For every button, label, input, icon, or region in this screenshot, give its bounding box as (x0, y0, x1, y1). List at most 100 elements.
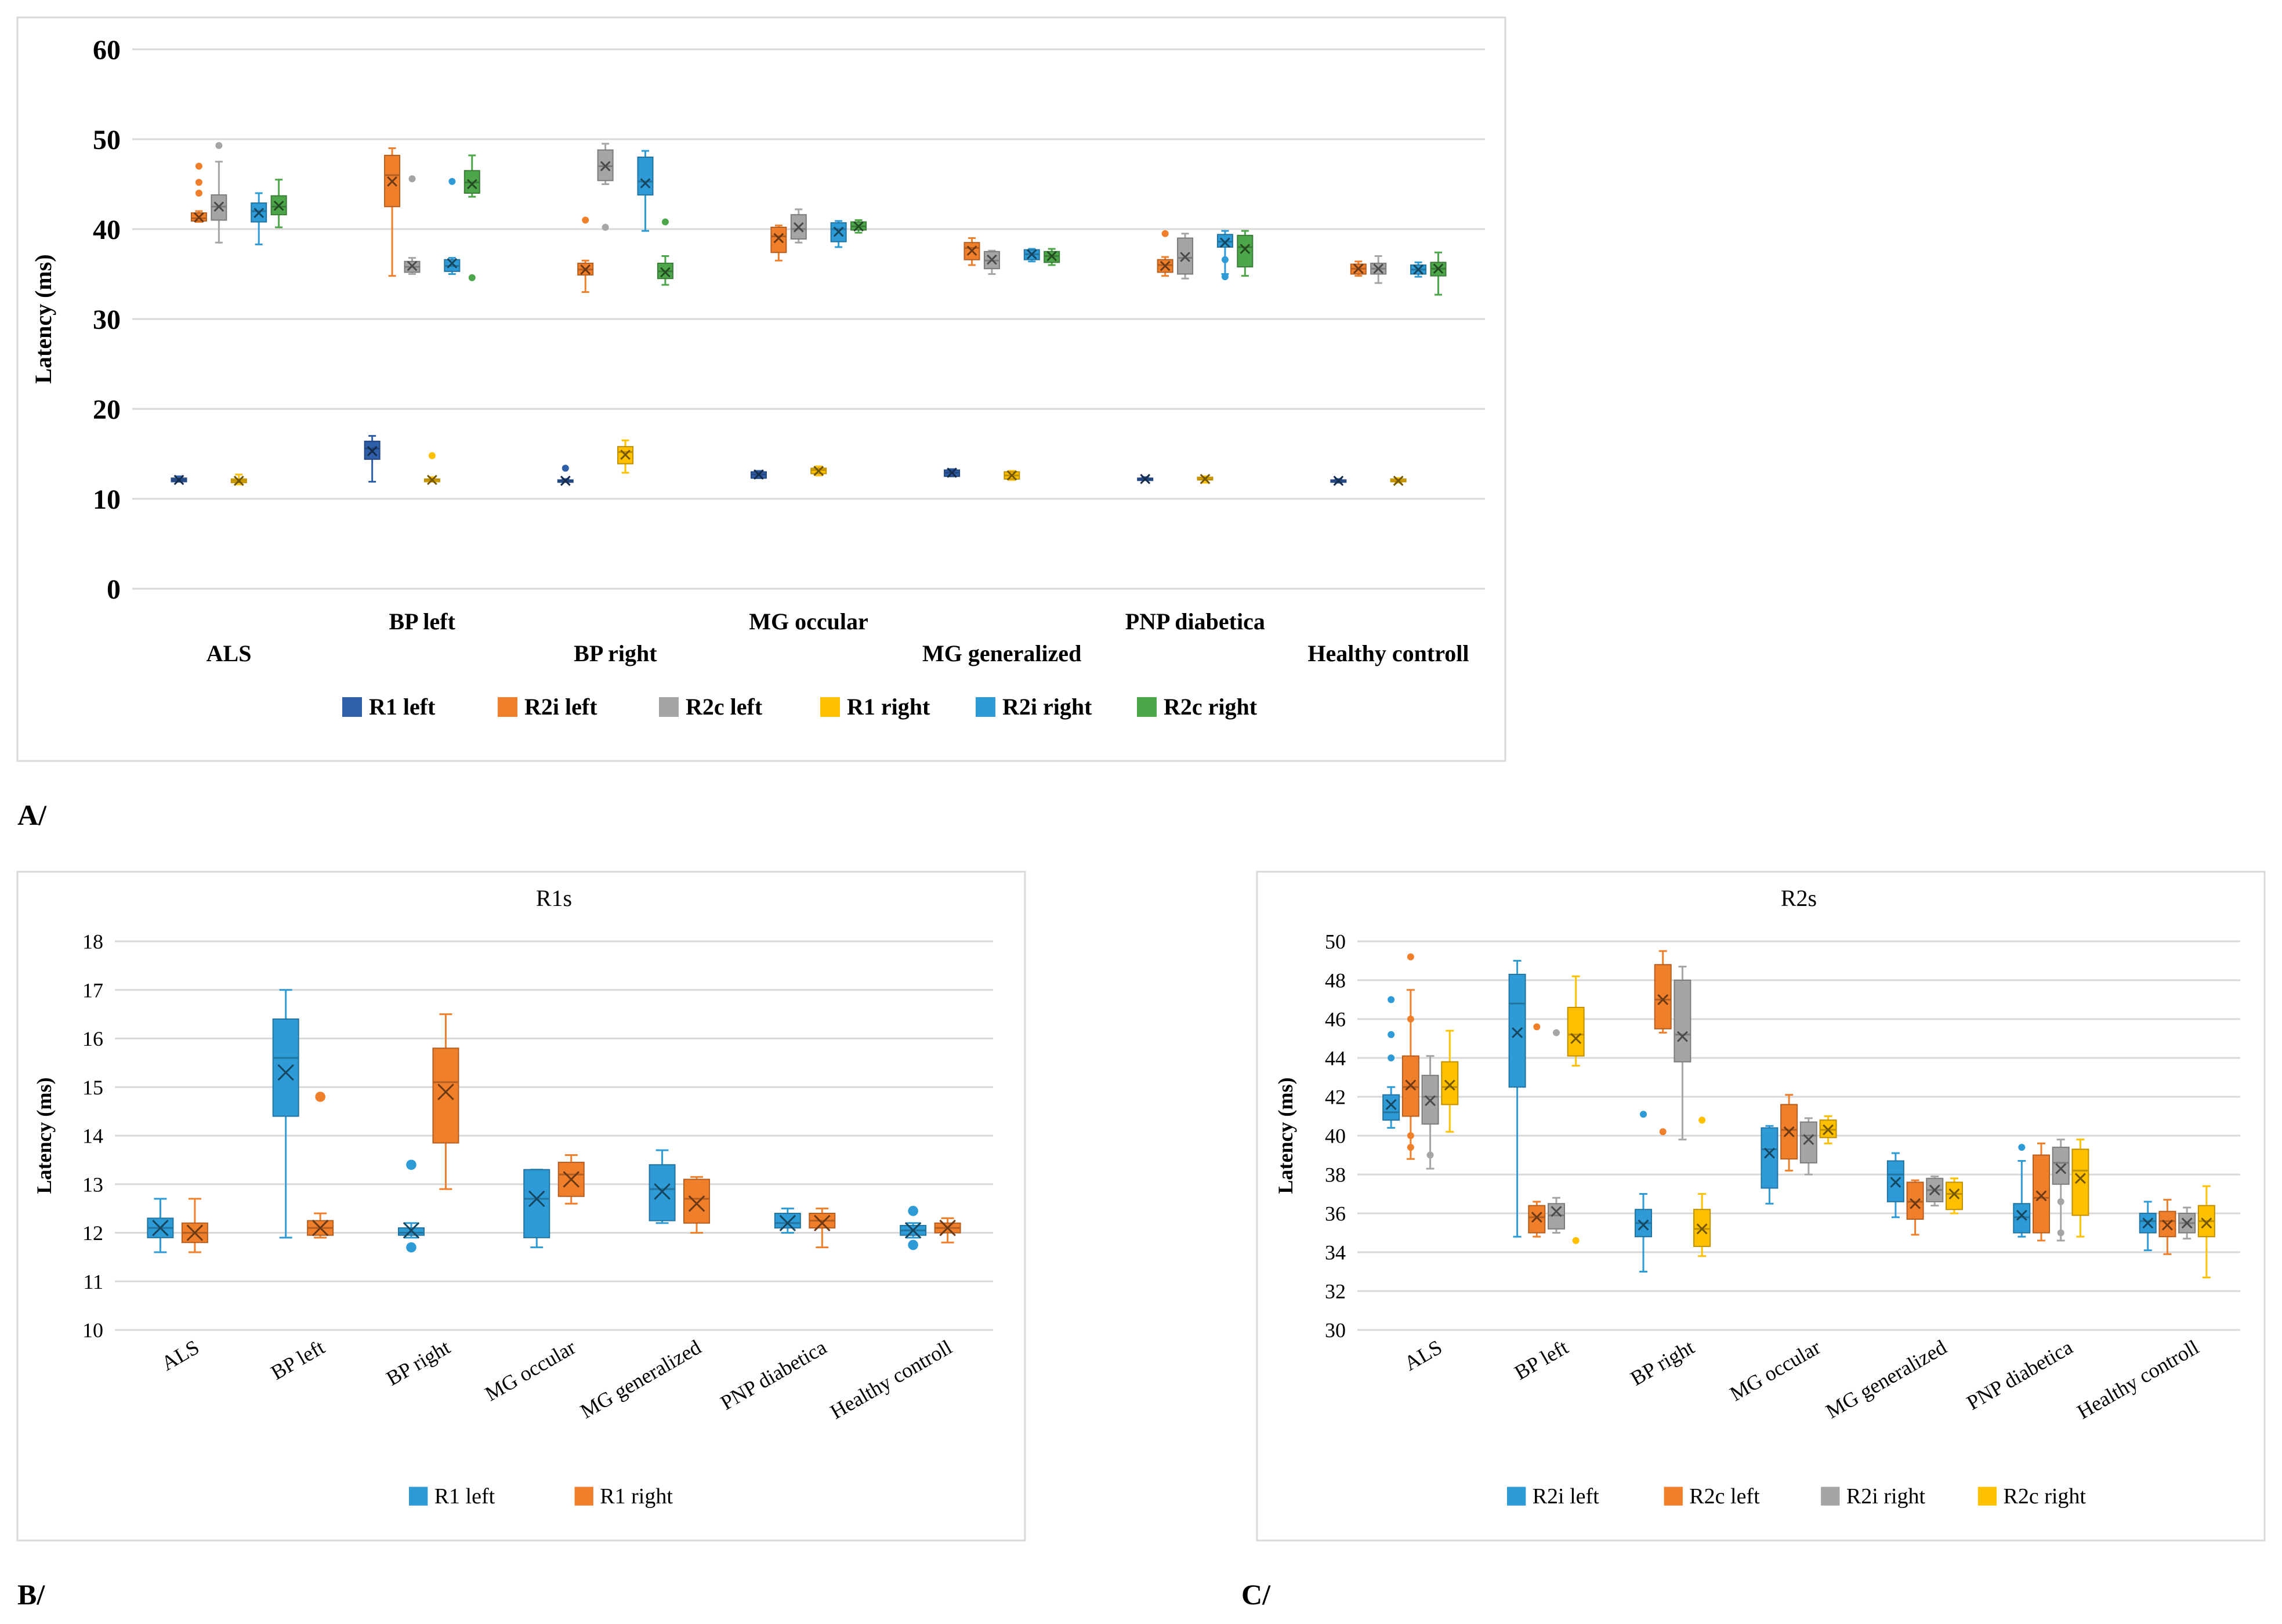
mean-marker (939, 1219, 956, 1237)
legend-label: R2i right (1002, 694, 1092, 720)
outlier-point (1426, 1151, 1434, 1159)
box-r2c-left (404, 175, 421, 275)
mean-marker (387, 176, 397, 187)
mean-marker (1333, 476, 1344, 486)
box-r2c-left (1654, 950, 1672, 1136)
box-r2i-left (1508, 960, 1526, 1238)
outlier-point (1640, 1111, 1647, 1118)
panel-b-frame (16, 871, 1026, 1542)
box-r2i-left (963, 237, 980, 266)
box-r2c-left (211, 142, 227, 244)
box-body (1906, 1181, 1924, 1220)
mean-marker (1220, 237, 1230, 248)
mean-marker (814, 1215, 831, 1232)
y-tick-label: 50 (93, 125, 121, 155)
outlier-point (1407, 1016, 1414, 1023)
box-r2i-right (1023, 248, 1040, 263)
mean-marker (1046, 251, 1057, 262)
mean-marker (1160, 260, 1171, 271)
box-r1-right (617, 439, 634, 474)
box-r2c-left (2033, 1142, 2051, 1242)
box-r2i-left (190, 162, 207, 223)
outlier-point (215, 142, 223, 149)
mean-marker (1385, 1099, 1397, 1110)
mean-marker (2181, 1217, 2193, 1229)
legend-label: R2i right (1846, 1484, 1926, 1509)
box-body (637, 157, 654, 196)
box-body (523, 1169, 550, 1238)
box-r1-right (307, 1092, 334, 1239)
mean-marker (1696, 1223, 1708, 1235)
mean-marker (2142, 1217, 2154, 1229)
outlier-point (1659, 1128, 1667, 1136)
box-body (2013, 1203, 2031, 1234)
box-body (432, 1047, 459, 1144)
x-category-label: PNP diabetica (1125, 608, 1265, 635)
mean-marker (754, 469, 764, 480)
mean-marker (1353, 263, 1364, 274)
box-r2c-left (1177, 233, 1194, 280)
legend-label: R2c right (1164, 694, 1258, 720)
box-r2i-right (1421, 1055, 1439, 1170)
mean-marker (987, 254, 997, 265)
box-r1-right (432, 1013, 459, 1190)
mean-marker (853, 221, 864, 232)
legend-swatch (1821, 1487, 1840, 1506)
outlier-point (1388, 1031, 1395, 1038)
box-body (1508, 973, 1526, 1088)
y-tick-label: 30 (1325, 1319, 1346, 1342)
box-r1-left (750, 469, 767, 480)
mean-marker (793, 222, 804, 233)
box-body (770, 226, 787, 253)
box-r2c-right (1819, 1115, 1837, 1144)
box-r2i-right (251, 192, 267, 245)
outlier-point (1407, 1144, 1414, 1151)
mean-marker (620, 449, 631, 460)
box-body (774, 1213, 801, 1229)
y-tick-label: 36 (1325, 1202, 1346, 1226)
box-r2i-right (1674, 966, 1691, 1141)
box-r2i-right (637, 150, 654, 232)
mean-marker (966, 245, 977, 256)
mean-marker (2035, 1190, 2047, 1202)
legend-swatch (498, 697, 517, 717)
mean-marker (1676, 1031, 1688, 1042)
box-r2i-right (444, 177, 461, 275)
box-r2c-left (1370, 255, 1387, 284)
box-r2i-left (1157, 230, 1173, 277)
mean-marker (904, 1222, 922, 1239)
legend-label: R1 left (369, 694, 436, 720)
outlier-point (468, 274, 476, 281)
box-r1-right (423, 452, 440, 485)
outlier-point (406, 1159, 416, 1170)
y-axis-label: Latency (ms) (32, 1078, 56, 1194)
mean-marker (688, 1195, 705, 1212)
outlier-point (1533, 1023, 1541, 1031)
mean-marker (367, 445, 378, 456)
mean-marker (654, 1183, 671, 1200)
outlier-point (1221, 273, 1229, 281)
outlier-point (408, 175, 416, 183)
mean-marker (813, 466, 824, 476)
legend-label: R1 right (600, 1484, 673, 1509)
box-r1-left (523, 1169, 550, 1249)
box-body (1945, 1181, 1963, 1210)
box-body (1674, 980, 1691, 1063)
box-body (2033, 1154, 2051, 1234)
y-tick-label: 40 (1325, 1125, 1346, 1148)
panel-a-label: A/ (17, 799, 46, 831)
box-r2i-right (1799, 1117, 1817, 1176)
outlier-point (315, 1092, 325, 1102)
box-r1-left (397, 1159, 425, 1253)
box-r1-left (774, 1208, 801, 1234)
box-r1-right (683, 1176, 711, 1234)
box-body (272, 1018, 299, 1117)
outlier-point (406, 1242, 416, 1253)
y-tick-label: 16 (82, 1027, 103, 1050)
mean-marker (1638, 1219, 1649, 1231)
x-category-label: MG occular (749, 608, 868, 635)
box-r1-left (1137, 474, 1154, 484)
mean-marker (2074, 1173, 2086, 1184)
mean-marker (600, 161, 611, 172)
box-r1-left (944, 467, 961, 478)
